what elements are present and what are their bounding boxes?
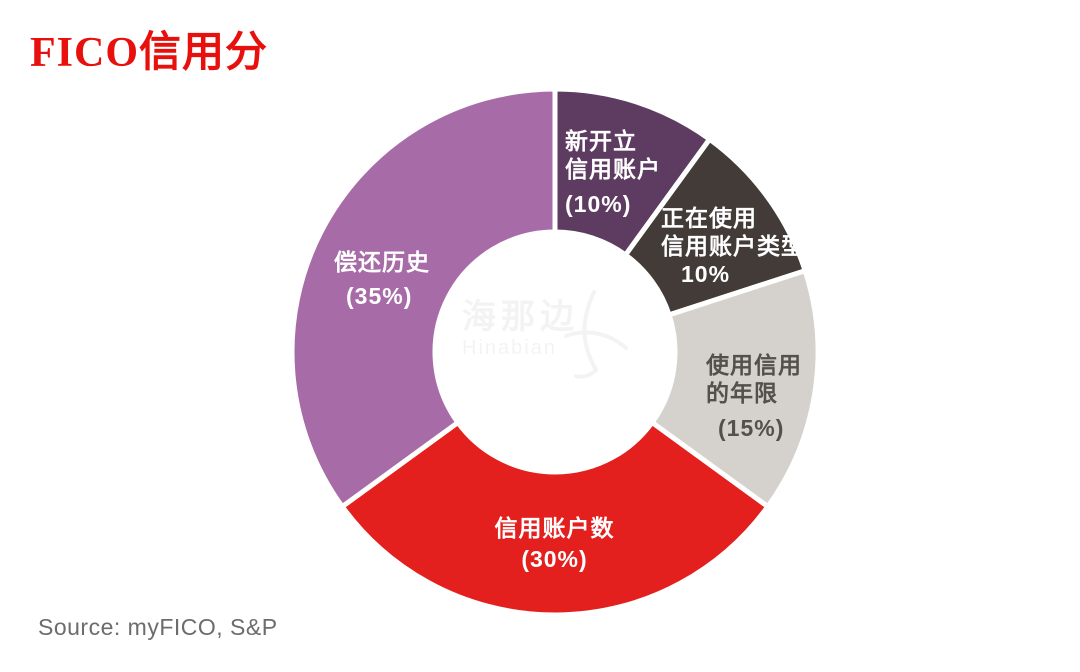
page-title: FICO信用分 [30, 30, 269, 76]
segment-label-credit-mix-in-use: 正在使用 信用账户类型 10% [661, 204, 805, 288]
donut-segment-number-of-credit-accounts [339, 420, 771, 618]
donut-segment-length-of-credit-history [649, 268, 821, 510]
segment-percent-label: (10%) [565, 191, 632, 217]
segment-percent-label: (15%) [718, 415, 785, 441]
segment-label-number-of-credit-accounts: 信用账户数 (30%) [452, 514, 657, 573]
segment-percent-label: 10% [681, 261, 731, 287]
segment-label-line: 使用信用 [706, 352, 802, 378]
watermark-text-en: Hinabian [462, 337, 557, 359]
segment-label-line: 信用账户数 [494, 515, 615, 541]
segment-label-line: 正在使用 [661, 205, 757, 231]
segment-label-repayment-history: 偿还历史 (35%) [334, 248, 430, 310]
watermark-logo-icon [564, 290, 628, 379]
segment-label-new-credit-accounts: 新开立 信用账户 (10%) [565, 127, 661, 218]
segment-label-line: 的年限 [706, 380, 778, 406]
segment-percent-label: (30%) [521, 546, 588, 572]
segment-label-line: 新开立 [565, 128, 637, 154]
segment-label-length-of-credit-history: 使用信用 的年限 (15%) [706, 351, 802, 442]
watermark-text-cn: 海那边 [462, 298, 579, 336]
segment-label-line: 信用账户 [565, 156, 661, 182]
watermark: 海那边 Hinabian [462, 298, 579, 360]
donut-segment-repayment-history [289, 86, 558, 510]
source-caption: Source: myFICO, S&P [38, 614, 278, 640]
segment-label-line: 偿还历史 [334, 249, 430, 275]
segment-label-line: 信用账户类型 [661, 233, 805, 259]
segment-percent-label: (35%) [346, 283, 413, 309]
